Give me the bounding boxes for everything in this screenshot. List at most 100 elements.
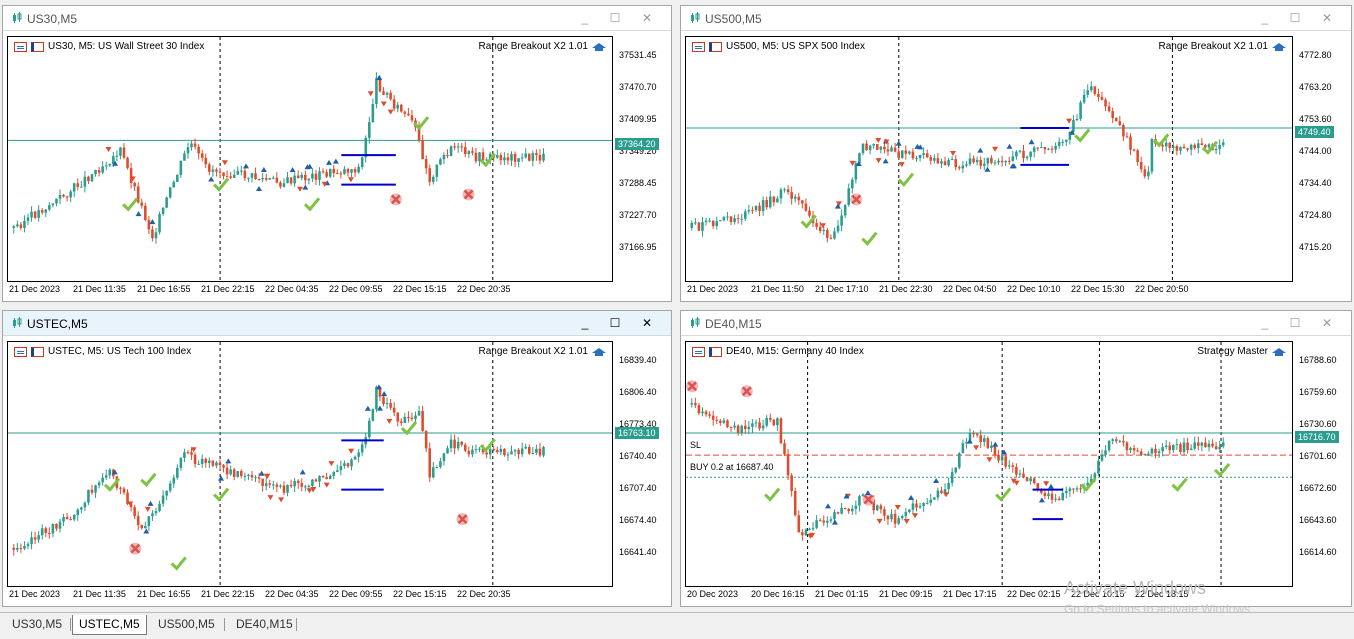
time-tick: 21 Dec 01:15 <box>815 589 869 599</box>
candle-body <box>474 449 478 451</box>
candle-body <box>325 477 328 480</box>
tab-us500[interactable]: US500,M5 <box>158 617 215 631</box>
candle-body <box>950 472 954 483</box>
candle-body <box>697 222 701 231</box>
close-button[interactable]: ✕ <box>641 11 653 25</box>
candle-body <box>12 547 16 550</box>
candle-body <box>1040 147 1043 149</box>
candle-body <box>460 441 464 445</box>
chart-window-ustec[interactable]: USTEC,M5 _ ☐ ✕ USTEC, M5: US Tech 100 In… <box>2 310 672 607</box>
tab-us30[interactable]: US30,M5 <box>12 617 63 631</box>
chart-window-de40[interactable]: DE40,M15 _ ☐ ✕ DE40, M15: Germany 40 Ind… <box>680 310 1352 607</box>
window-titlebar[interactable]: US30,M5 _ ☐ ✕ <box>3 6 671 31</box>
candle-body <box>385 92 389 95</box>
sell-arrow-icon <box>127 501 134 507</box>
candle-body <box>772 196 776 203</box>
candle-body <box>467 450 471 455</box>
sell-arrow-icon <box>875 138 882 144</box>
candle-body <box>719 420 722 423</box>
maximize-button[interactable]: ☐ <box>609 316 621 330</box>
chart-window-us500[interactable]: US500,M5 _ ☐ ✕ US500, M5: US SPX 500 Ind… <box>680 5 1352 302</box>
chart-candles-icon <box>691 12 700 23</box>
candle-body <box>218 462 222 466</box>
candle-body <box>804 529 808 536</box>
candle-body <box>350 459 353 467</box>
price-tick: 16788.60 <box>1299 355 1337 365</box>
window-titlebar[interactable]: USTEC,M5 _ ☐ ✕ <box>3 311 671 336</box>
candle-body <box>115 155 119 157</box>
buy-arrow-icon <box>218 475 225 481</box>
candle-body <box>1218 145 1221 150</box>
sell-arrow-icon <box>190 447 197 453</box>
minimize-button[interactable]: _ <box>581 11 589 25</box>
close-button[interactable]: ✕ <box>1321 11 1333 25</box>
candle-body <box>986 438 990 448</box>
candle-body <box>229 469 232 475</box>
candle-body <box>186 452 190 454</box>
time-tick: 21 Dec 2023 <box>9 589 61 599</box>
minimize-button[interactable]: _ <box>1261 316 1269 330</box>
candle-body <box>72 183 76 192</box>
buy-arrow-icon <box>304 164 311 170</box>
candle-body <box>108 163 112 166</box>
maximize-button[interactable]: ☐ <box>1289 316 1301 330</box>
candle-body <box>911 503 915 510</box>
candlestick-plot[interactable] <box>8 342 613 587</box>
buy-arrow-icon <box>864 490 871 496</box>
candle-body <box>314 173 318 180</box>
stop-loss-label[interactable]: SL <box>690 440 702 450</box>
price-chart-area[interactable]: DE40, M15: Germany 40 Index Strategy Mas… <box>685 341 1293 587</box>
candle-body <box>936 490 940 498</box>
data-window-icon <box>31 346 44 357</box>
candle-body <box>801 532 804 536</box>
candle-body <box>1197 143 1200 148</box>
maximize-button[interactable]: ☐ <box>609 11 621 25</box>
close-button[interactable]: ✕ <box>641 316 653 330</box>
pending-order-label[interactable]: BUY 0.2 at 16687.40 <box>690 462 774 472</box>
price-chart-area[interactable]: US500, M5: US SPX 500 Index Range Breako… <box>685 36 1293 282</box>
sell-arrow-icon <box>835 201 842 207</box>
expert-advisor-label[interactable]: Range Breakout X2 1.01 <box>1158 41 1286 52</box>
candle-body <box>275 177 279 183</box>
close-button[interactable]: ✕ <box>1321 316 1333 330</box>
candle-body <box>101 166 104 173</box>
buy-arrow-icon <box>824 503 831 509</box>
loss-cross-icon <box>863 494 874 505</box>
candle-body <box>538 155 542 161</box>
candle-body <box>761 425 765 429</box>
candle-body <box>793 491 797 516</box>
tab-ustec[interactable]: USTEC,M5 <box>72 615 147 635</box>
candlestick-plot[interactable] <box>8 37 613 282</box>
candle-body <box>979 435 982 442</box>
expert-advisor-label[interactable]: Strategy Master <box>1197 346 1286 357</box>
candle-body <box>51 203 55 206</box>
minimize-button[interactable]: _ <box>581 316 589 330</box>
candle-body <box>729 427 733 429</box>
candle-body <box>918 154 922 159</box>
candle-body <box>1125 136 1129 138</box>
candlestick-plot[interactable] <box>686 37 1293 282</box>
candlestick-plot[interactable] <box>686 342 1293 587</box>
window-titlebar[interactable]: US500,M5 _ ☐ ✕ <box>681 6 1351 31</box>
candle-body <box>538 448 542 456</box>
price-chart-area[interactable]: US30, M5: US Wall Street 30 Index Range … <box>7 36 613 282</box>
window-titlebar[interactable]: DE40,M15 _ ☐ ✕ <box>681 311 1351 336</box>
expert-name: Range Breakout X2 1.01 <box>478 41 588 52</box>
chart-window-us30[interactable]: US30,M5 _ ☐ ✕ US30, M5: US Wall Street 3… <box>2 5 672 302</box>
maximize-button[interactable]: ☐ <box>1289 11 1301 25</box>
candle-body <box>16 224 19 227</box>
candle-body <box>1129 136 1132 150</box>
candle-body <box>506 454 510 456</box>
price-chart-area[interactable]: USTEC, M5: US Tech 100 Index Range Break… <box>7 341 613 587</box>
candle-body <box>982 163 986 166</box>
candle-body <box>740 425 744 433</box>
expert-advisor-label[interactable]: Range Breakout X2 1.01 <box>478 346 606 357</box>
candle-body <box>836 512 840 514</box>
candle-body <box>822 229 826 232</box>
expert-advisor-label[interactable]: Range Breakout X2 1.01 <box>478 41 606 52</box>
candle-body <box>961 165 965 169</box>
candle-body <box>37 210 40 218</box>
minimize-button[interactable]: _ <box>1261 11 1269 25</box>
candle-body <box>200 153 204 158</box>
tab-de40[interactable]: DE40,M15 <box>236 617 293 631</box>
